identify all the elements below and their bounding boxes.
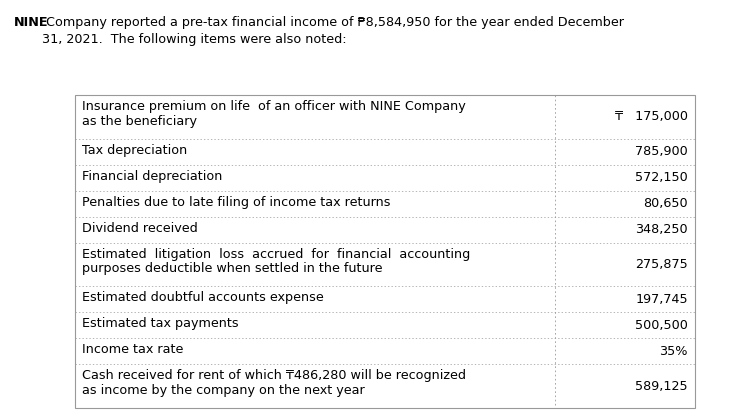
Text: 80,650: 80,650 (643, 197, 688, 210)
Text: 785,900: 785,900 (635, 145, 688, 158)
Text: Tax depreciation: Tax depreciation (82, 144, 187, 157)
Text: NINE: NINE (14, 16, 49, 29)
Text: Company reported a pre-tax financial income of ₱8,584,950 for the year ended Dec: Company reported a pre-tax financial inc… (42, 16, 624, 47)
Text: as the beneficiary: as the beneficiary (82, 115, 197, 128)
Text: Cash received for rent of which ₸486,280 will be recognized: Cash received for rent of which ₸486,280… (82, 369, 466, 382)
Text: purposes deductible when settled in the future: purposes deductible when settled in the … (82, 262, 383, 275)
Text: 275,875: 275,875 (635, 258, 688, 271)
Text: Penalties due to late filing of income tax returns: Penalties due to late filing of income t… (82, 196, 391, 209)
Text: 348,250: 348,250 (636, 223, 688, 236)
Text: Dividend received: Dividend received (82, 222, 198, 235)
Text: 500,500: 500,500 (635, 319, 688, 332)
Text: 35%: 35% (659, 345, 688, 358)
Text: ₸   175,000: ₸ 175,000 (615, 110, 688, 123)
Text: Financial depreciation: Financial depreciation (82, 170, 223, 183)
Text: as income by the company on the next year: as income by the company on the next yea… (82, 383, 365, 396)
Text: Estimated tax payments: Estimated tax payments (82, 317, 238, 330)
Text: Income tax rate: Income tax rate (82, 343, 184, 356)
Text: 197,745: 197,745 (636, 293, 688, 306)
Text: 572,150: 572,150 (635, 171, 688, 184)
Bar (75, 95, 695, 408)
Text: Insurance premium on life  of an officer with NINE Company: Insurance premium on life of an officer … (82, 100, 465, 113)
Text: Estimated doubtful accounts expense: Estimated doubtful accounts expense (82, 291, 324, 304)
Text: 589,125: 589,125 (636, 380, 688, 393)
Text: Estimated  litigation  loss  accrued  for  financial  accounting: Estimated litigation loss accrued for fi… (82, 247, 470, 260)
